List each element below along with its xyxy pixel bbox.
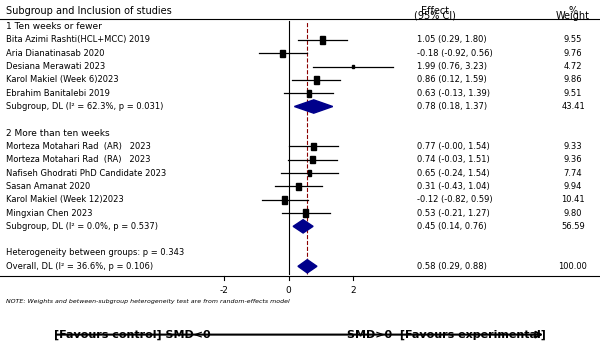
Text: 0.86 (0.12, 1.59): 0.86 (0.12, 1.59) <box>417 75 487 84</box>
Text: Overall, DL (I² = 36.6%, p = 0.106): Overall, DL (I² = 36.6%, p = 0.106) <box>6 262 153 271</box>
Text: 2 More than ten weeks: 2 More than ten weeks <box>6 128 110 138</box>
Text: Desiana Merawati 2023: Desiana Merawati 2023 <box>6 62 105 71</box>
Text: 0.74 (-0.03, 1.51): 0.74 (-0.03, 1.51) <box>417 155 490 164</box>
Text: 9.86: 9.86 <box>563 75 583 84</box>
Text: -0.18 (-0.92, 0.56): -0.18 (-0.92, 0.56) <box>417 49 493 58</box>
Text: Effect: Effect <box>421 6 449 16</box>
Text: SMD>0  [Favours experimental]: SMD>0 [Favours experimental] <box>347 329 546 340</box>
Text: 0: 0 <box>286 286 292 295</box>
Text: -2: -2 <box>220 286 229 295</box>
Text: 0.31 (-0.43, 1.04): 0.31 (-0.43, 1.04) <box>417 182 490 191</box>
Bar <box>352 65 354 68</box>
Text: Bita Azimi Rashti(HCL+MCC) 2019: Bita Azimi Rashti(HCL+MCC) 2019 <box>6 36 150 44</box>
Text: Sasan Amanat 2020: Sasan Amanat 2020 <box>6 182 90 191</box>
Text: Subgroup, DL (I² = 62.3%, p = 0.031): Subgroup, DL (I² = 62.3%, p = 0.031) <box>6 102 163 111</box>
Text: 9.80: 9.80 <box>564 208 582 218</box>
Text: %: % <box>568 6 578 16</box>
Text: Karol Makiel (Week 6)2023: Karol Makiel (Week 6)2023 <box>6 75 119 84</box>
Text: 4.72: 4.72 <box>564 62 582 71</box>
Text: Mingxian Chen 2023: Mingxian Chen 2023 <box>6 208 92 218</box>
Polygon shape <box>298 260 317 273</box>
Text: 7.74: 7.74 <box>563 169 583 178</box>
Text: NOTE: Weights and between-subgroup heterogeneity test are from random-effects mo: NOTE: Weights and between-subgroup heter… <box>6 298 290 303</box>
Text: 0.53 (-0.21, 1.27): 0.53 (-0.21, 1.27) <box>417 208 490 218</box>
Text: 0.77 (-0.00, 1.54): 0.77 (-0.00, 1.54) <box>417 142 490 151</box>
Text: Subgroup and Inclusion of studies: Subgroup and Inclusion of studies <box>6 6 172 16</box>
Polygon shape <box>293 220 313 233</box>
Text: Morteza Motahari Rad  (RA)   2023: Morteza Motahari Rad (RA) 2023 <box>6 155 151 164</box>
Bar <box>296 183 301 190</box>
Text: 9.55: 9.55 <box>564 36 582 44</box>
Text: 9.76: 9.76 <box>563 49 583 58</box>
Text: (95% CI): (95% CI) <box>414 11 456 21</box>
Bar <box>280 50 285 57</box>
Text: 1 Ten weeks or fewer: 1 Ten weeks or fewer <box>6 22 102 31</box>
Text: Karol Makiel (Week 12)2023: Karol Makiel (Week 12)2023 <box>6 195 124 204</box>
Text: Subgroup, DL (I² = 0.0%, p = 0.537): Subgroup, DL (I² = 0.0%, p = 0.537) <box>6 222 158 231</box>
Bar <box>310 156 315 163</box>
Bar <box>304 209 308 217</box>
Bar <box>314 76 319 83</box>
Text: 0.63 (-0.13, 1.39): 0.63 (-0.13, 1.39) <box>417 89 490 98</box>
Text: 9.94: 9.94 <box>564 182 582 191</box>
Text: 2: 2 <box>350 286 356 295</box>
Bar <box>311 143 316 150</box>
Bar <box>282 196 287 203</box>
Text: 9.33: 9.33 <box>563 142 583 151</box>
Text: Ebrahim Banitalebi 2019: Ebrahim Banitalebi 2019 <box>6 89 110 98</box>
Text: Aria Dianatinasab 2020: Aria Dianatinasab 2020 <box>6 49 104 58</box>
Text: 10.41: 10.41 <box>561 195 585 204</box>
Bar <box>320 36 325 44</box>
Text: 0.65 (-0.24, 1.54): 0.65 (-0.24, 1.54) <box>417 169 490 178</box>
Text: 1.05 (0.29, 1.80): 1.05 (0.29, 1.80) <box>417 36 487 44</box>
Text: 9.51: 9.51 <box>564 89 582 98</box>
Bar <box>308 170 311 176</box>
Text: 56.59: 56.59 <box>561 222 585 231</box>
Text: Weight: Weight <box>556 11 590 21</box>
Text: Morteza Motahari Rad  (AR)   2023: Morteza Motahari Rad (AR) 2023 <box>6 142 151 151</box>
Text: 9.36: 9.36 <box>563 155 583 164</box>
Text: 43.41: 43.41 <box>561 102 585 111</box>
Text: 100.00: 100.00 <box>559 262 587 271</box>
Text: 0.78 (0.18, 1.37): 0.78 (0.18, 1.37) <box>417 102 487 111</box>
Text: -0.12 (-0.82, 0.59): -0.12 (-0.82, 0.59) <box>417 195 493 204</box>
Text: 1.99 (0.76, 3.23): 1.99 (0.76, 3.23) <box>417 62 487 71</box>
Text: 0.45 (0.14, 0.76): 0.45 (0.14, 0.76) <box>417 222 487 231</box>
Bar <box>307 90 311 97</box>
Polygon shape <box>295 100 333 113</box>
Text: Nafiseh Ghodrati PhD Candidate 2023: Nafiseh Ghodrati PhD Candidate 2023 <box>6 169 166 178</box>
Text: Heterogeneity between groups: p = 0.343: Heterogeneity between groups: p = 0.343 <box>6 249 184 257</box>
Text: 0.58 (0.29, 0.88): 0.58 (0.29, 0.88) <box>417 262 487 271</box>
Text: [Favours control] SMD<0: [Favours control] SMD<0 <box>54 329 211 340</box>
